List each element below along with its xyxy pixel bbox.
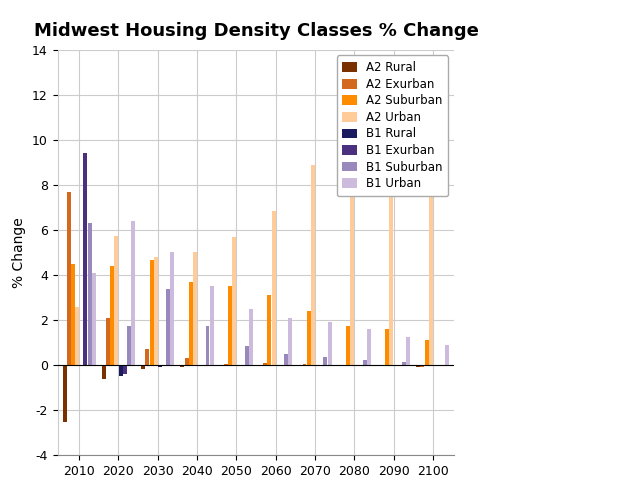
Bar [284, 354, 288, 365]
Bar [189, 282, 193, 365]
Bar [377, 365, 381, 366]
Bar [338, 365, 342, 366]
Bar [303, 364, 307, 365]
Bar [350, 126, 354, 365]
Bar [210, 286, 214, 365]
Bar [236, 365, 241, 366]
Bar [328, 322, 332, 365]
Bar [323, 357, 327, 365]
Bar [123, 365, 127, 374]
Bar [224, 364, 228, 365]
Bar [170, 252, 174, 365]
Bar [228, 286, 232, 365]
Bar [205, 326, 209, 365]
Bar [367, 329, 371, 365]
Bar [241, 365, 244, 366]
Bar [115, 236, 118, 365]
Bar [389, 101, 394, 365]
Bar [145, 349, 149, 365]
Bar [445, 345, 449, 365]
Bar [102, 365, 106, 379]
Bar [346, 326, 350, 365]
Bar [406, 337, 410, 365]
Bar [162, 365, 166, 366]
Bar [245, 346, 249, 365]
Bar [106, 318, 110, 365]
Bar [131, 221, 135, 365]
Bar [298, 365, 302, 366]
Bar [263, 363, 267, 365]
Bar [363, 359, 367, 365]
Bar [92, 273, 96, 365]
Bar [185, 358, 189, 365]
Bar [150, 260, 154, 365]
Bar [307, 311, 310, 365]
Bar [202, 365, 205, 366]
Bar [220, 365, 224, 366]
Bar [402, 362, 406, 365]
Bar [288, 318, 292, 365]
Bar [311, 164, 315, 365]
Legend: A2 Rural, A2 Exurban, A2 Suburban, A2 Urban, B1 Rural, B1 Exurban, B1 Suburban, : A2 Rural, A2 Exurban, A2 Suburban, A2 Ur… [337, 55, 449, 196]
Bar [180, 365, 184, 367]
Bar [88, 223, 92, 365]
Bar [154, 257, 157, 365]
Bar [67, 192, 71, 365]
Bar [71, 264, 75, 365]
Bar [63, 365, 67, 422]
Bar [249, 309, 253, 365]
Bar [83, 153, 88, 365]
Y-axis label: % Change: % Change [12, 217, 26, 288]
Bar [75, 306, 79, 365]
Bar [385, 329, 389, 365]
Bar [110, 266, 114, 365]
Bar [416, 365, 420, 367]
Title: Midwest Housing Density Classes % Change: Midwest Housing Density Classes % Change [33, 22, 479, 40]
Bar [118, 365, 123, 377]
Bar [141, 365, 145, 369]
Bar [158, 365, 162, 367]
Bar [232, 237, 236, 365]
Bar [271, 211, 276, 365]
Bar [166, 289, 170, 365]
Bar [424, 341, 429, 365]
Bar [193, 252, 197, 365]
Bar [127, 326, 131, 365]
Bar [197, 365, 201, 366]
Bar [420, 365, 424, 367]
Bar [429, 90, 433, 365]
Bar [268, 296, 271, 365]
Bar [259, 365, 263, 366]
